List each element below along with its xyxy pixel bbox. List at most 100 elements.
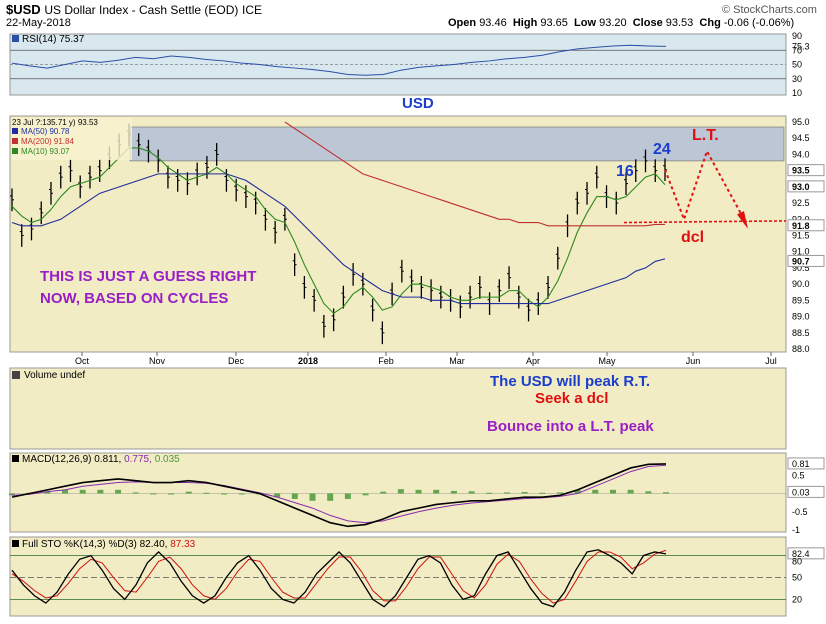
macd-legend-swatch xyxy=(12,455,19,462)
price-ytick: 95.0 xyxy=(792,117,810,127)
stochastic-ytick: 82.4 xyxy=(792,549,810,559)
macd-label-name: MACD(12,26,9) xyxy=(22,454,94,465)
macd-histogram-bar xyxy=(645,491,652,494)
price-ytick: 89.0 xyxy=(792,312,810,322)
exchange: ICE xyxy=(242,3,263,17)
projection-arrow xyxy=(737,211,748,230)
macd-value-box xyxy=(787,457,825,470)
macd-histogram-bar xyxy=(150,493,157,495)
chart-header: $USD US Dollar Index - Cash Settle (EOD)… xyxy=(0,0,826,30)
macd-value-box xyxy=(787,485,825,498)
macd-histogram-bar xyxy=(115,489,122,494)
ma-line-ma50 xyxy=(11,173,666,305)
macd-histogram-bar xyxy=(450,490,457,494)
rsi-line xyxy=(11,44,667,76)
dcl-label: dcl xyxy=(681,229,704,246)
ma-line-ma200 xyxy=(284,121,665,227)
price-ytick: 88.5 xyxy=(792,328,810,338)
close-label: Close xyxy=(632,17,663,29)
stochastic-value-box xyxy=(787,547,825,560)
dcl-projection-line xyxy=(623,220,787,224)
macd-histogram-bar xyxy=(397,489,404,494)
price-label-box xyxy=(787,164,825,177)
macd-histogram-bar xyxy=(9,493,15,496)
price-legend-item: MA(200) 91.84 xyxy=(21,137,74,146)
resistance-band xyxy=(129,126,785,162)
cycle-24-label: 24 xyxy=(653,141,671,158)
rsi-ytick: 90 xyxy=(792,31,802,41)
close-value: 93.53 xyxy=(665,17,694,29)
stochastic-panel xyxy=(9,536,787,617)
open-label: Open xyxy=(448,17,477,29)
usd-annotation: USD xyxy=(402,95,434,112)
stochastic-label: Full STO %K(14,3) %D(3) 82.40, 87.33 xyxy=(22,539,196,550)
price-label: 93.0 xyxy=(792,182,810,192)
price-xtick: Apr xyxy=(526,356,540,366)
rsi-label: RSI(14) 75.37 xyxy=(22,34,85,45)
low-label: Low xyxy=(574,17,597,29)
stochastic-label-name: Full STO %K(14,3) %D(3) xyxy=(22,539,140,550)
price-label: 90.7 xyxy=(792,256,810,266)
macd-histogram-bar xyxy=(556,492,563,494)
macd-ytick: -0.5 xyxy=(792,507,808,517)
price-ytick: 92.5 xyxy=(792,198,810,208)
price-ytick: 94.0 xyxy=(792,149,810,159)
guess-annotation-line1: THIS IS JUST A GUESS RIGHT xyxy=(40,268,256,285)
stochastic-ytick: 20 xyxy=(792,594,802,604)
price-ytick: 88.0 xyxy=(792,344,810,354)
price-legend-swatch xyxy=(12,128,18,134)
macd-histogram-bar xyxy=(221,493,228,495)
macd-histogram-bar xyxy=(185,491,192,494)
macd-histogram-bar xyxy=(486,492,493,494)
price-xtick: Mar xyxy=(449,356,465,366)
price-legend-swatch xyxy=(12,148,18,154)
macd-histogram-bar xyxy=(362,493,369,496)
macd-histogram-bar xyxy=(97,489,104,494)
macd-histogram-bar xyxy=(62,489,69,494)
projection-path xyxy=(664,148,745,223)
price-label: 93.5 xyxy=(792,166,810,176)
price-legend-item: MA(50) 90.78 xyxy=(21,127,70,136)
stockcharts-logo: © StockCharts.com xyxy=(722,4,817,16)
macd-histogram-bar xyxy=(309,493,316,501)
macd-histogram-bar xyxy=(380,491,387,494)
macd-histogram-bar xyxy=(503,492,510,494)
cycle-16-label: 16 xyxy=(616,163,634,180)
macd-histogram-bar xyxy=(521,492,528,494)
symbol-description: US Dollar Index - Cash Settle (EOD) xyxy=(44,3,239,17)
chg-label: Chg xyxy=(699,17,721,29)
macd-histogram-bar xyxy=(539,492,546,494)
macd-histogram-bar xyxy=(609,489,616,494)
price-label-box xyxy=(787,219,825,232)
price-ytick: 94.5 xyxy=(792,133,810,143)
note-bounce: Bounce into a L.T. peak xyxy=(487,418,654,435)
symbol: $USD xyxy=(6,2,41,17)
macd-histogram-bar xyxy=(627,489,634,494)
price-xtick: Oct xyxy=(75,356,90,366)
rsi-ytick: 30 xyxy=(792,74,802,84)
price-ytick: 91.5 xyxy=(792,231,810,241)
price-legend-date: 23 Jul ?:135.71 y) 93.53 xyxy=(12,118,98,127)
macd-histogram-bar xyxy=(168,493,175,495)
price-legend-swatch xyxy=(12,138,18,144)
macd-histogram-bar xyxy=(44,491,51,494)
macd-histogram-bar xyxy=(238,493,245,495)
symbol-line: $USD US Dollar Index - Cash Settle (EOD)… xyxy=(6,2,262,17)
macd-histogram-bar xyxy=(433,489,440,494)
stochastic-label-d: 87.33 xyxy=(170,539,195,550)
macd-histogram-bar xyxy=(574,489,581,494)
volume-panel xyxy=(9,367,787,450)
chart-date: 22-May-2018 xyxy=(6,17,71,29)
price-legend-box xyxy=(12,118,132,160)
macd-label: MACD(12,26,9) 0.811, 0.775, 0.035 xyxy=(22,454,180,465)
macd-histogram-bar xyxy=(132,492,139,494)
price-xtick: Feb xyxy=(378,356,394,366)
macd-histogram-bar xyxy=(327,493,334,501)
macd-histogram-bar xyxy=(663,492,669,494)
note-peak: The USD will peak R.T. xyxy=(490,373,650,390)
rsi-legend-swatch xyxy=(12,35,19,42)
stochastic-legend-swatch xyxy=(12,540,19,547)
macd-histogram-bar xyxy=(592,489,599,494)
open-value: 93.46 xyxy=(479,17,507,29)
